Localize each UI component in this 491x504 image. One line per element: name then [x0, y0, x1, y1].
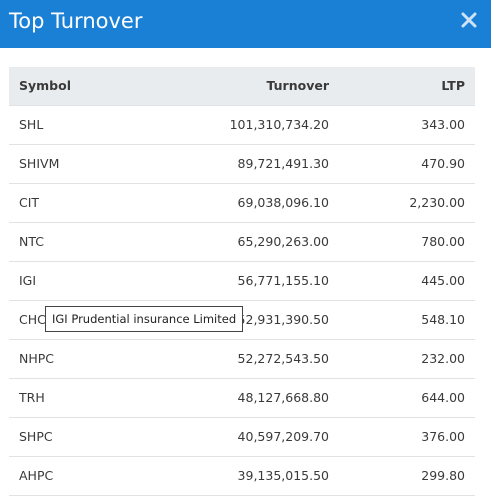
cell-ltp: 376.00 — [421, 429, 465, 444]
cell-symbol[interactable]: TRH — [19, 390, 45, 405]
cell-turnover: 56,771,155.10 — [237, 273, 329, 288]
table-row[interactable]: CIT 69,038,096.10 2,230.00 — [9, 183, 475, 222]
cell-turnover: 89,721,491.30 — [237, 156, 329, 171]
column-header-symbol[interactable]: Symbol — [9, 67, 159, 106]
cell-symbol[interactable]: NHPC — [19, 351, 55, 366]
column-header-turnover[interactable]: Turnover — [159, 67, 339, 106]
symbol-tooltip: IGI Prudential insurance Limited — [45, 306, 244, 332]
dialog-title: Top Turnover — [9, 9, 143, 33]
cell-turnover: 101,310,734.20 — [229, 117, 329, 132]
cell-symbol[interactable]: NTC — [19, 234, 44, 249]
cell-turnover: 69,038,096.10 — [237, 195, 329, 210]
cell-ltp: 232.00 — [421, 351, 465, 366]
table-row[interactable]: SHIVM 89,721,491.30 470.90 — [9, 144, 475, 183]
cell-symbol[interactable]: SHIVM — [19, 156, 60, 171]
cell-symbol[interactable]: SHL — [19, 117, 44, 132]
turnover-table: Symbol Turnover LTP SHL 101,310,734.20 3… — [9, 67, 475, 496]
cell-symbol[interactable]: SHPC — [19, 429, 53, 444]
cell-turnover: 65,290,263.00 — [237, 234, 329, 249]
table-row[interactable]: SHPC 40,597,209.70 376.00 — [9, 417, 475, 456]
cell-turnover: 40,597,209.70 — [237, 429, 329, 444]
table-row[interactable]: IGI 56,771,155.10 445.00 — [9, 261, 475, 300]
cell-symbol[interactable]: AHPC — [19, 468, 54, 483]
cell-ltp: 780.00 — [421, 234, 465, 249]
cell-ltp: 548.10 — [421, 312, 465, 327]
dialog-header: Top Turnover — [0, 0, 491, 48]
cell-ltp: 445.00 — [421, 273, 465, 288]
cell-turnover: 52,931,390.50 — [237, 312, 329, 327]
cell-ltp: 299.80 — [421, 468, 465, 483]
cell-turnover: 52,272,543.50 — [237, 351, 329, 366]
table-row[interactable]: NHPC 52,272,543.50 232.00 — [9, 339, 475, 378]
table-row[interactable]: CHCL 52,931,390.50 548.10 — [9, 300, 475, 339]
table-row[interactable]: NTC 65,290,263.00 780.00 — [9, 222, 475, 261]
close-icon[interactable] — [461, 12, 477, 28]
table-row[interactable]: SHL 101,310,734.20 343.00 — [9, 105, 475, 144]
table-header-row: Symbol Turnover LTP — [9, 67, 475, 106]
cell-turnover: 39,135,015.50 — [237, 468, 329, 483]
column-header-ltp[interactable]: LTP — [339, 67, 475, 106]
cell-ltp: 470.90 — [421, 156, 465, 171]
table-row[interactable]: AHPC 39,135,015.50 299.80 — [9, 456, 475, 495]
cell-turnover: 48,127,668.80 — [237, 390, 329, 405]
cell-ltp: 343.00 — [421, 117, 465, 132]
cell-ltp: 644.00 — [421, 390, 465, 405]
table-row[interactable]: TRH 48,127,668.80 644.00 — [9, 378, 475, 417]
turnover-table-container: Symbol Turnover LTP SHL 101,310,734.20 3… — [9, 67, 475, 504]
cell-symbol[interactable]: CIT — [19, 195, 40, 210]
cell-symbol[interactable]: IGI — [19, 273, 37, 288]
cell-ltp: 2,230.00 — [409, 195, 465, 210]
cell-symbol[interactable]: CHCL — [19, 312, 53, 327]
